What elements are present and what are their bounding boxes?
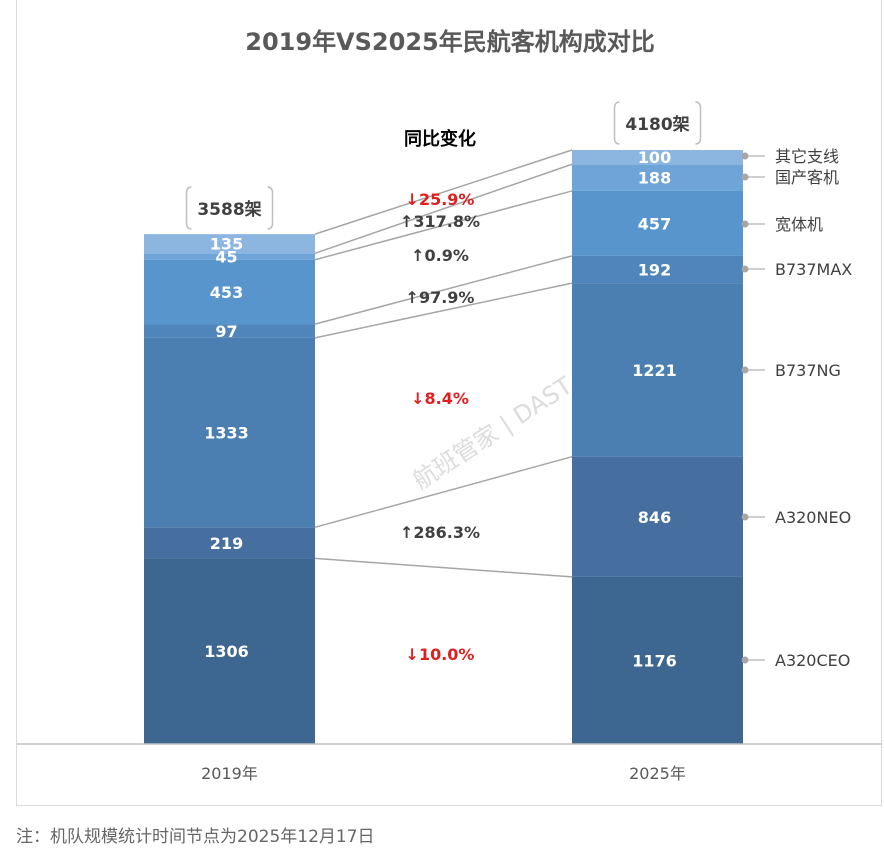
legend-label: B737MAX: [775, 260, 852, 279]
legend-marker: [741, 513, 749, 521]
data-label: 188: [638, 169, 671, 188]
data-label: 100: [638, 148, 671, 167]
change-label: ↑317.8%: [400, 212, 480, 231]
chart-frame: [16, 0, 882, 806]
connector-line: [314, 455, 573, 529]
data-label: 135: [210, 235, 243, 254]
legend-marker: [741, 265, 749, 273]
bar-segment: [572, 190, 743, 256]
bar-segment: [572, 255, 743, 284]
data-label: 846: [638, 508, 671, 527]
data-label: 453: [210, 283, 243, 302]
bar-segment: [572, 576, 743, 744]
data-label: 1176: [632, 651, 677, 670]
bar-segment: [572, 456, 743, 577]
connector-line: [314, 149, 573, 235]
change-label: ↓25.9%: [406, 190, 475, 209]
data-label: 1333: [204, 424, 249, 443]
total-label: 3588架: [197, 199, 261, 220]
footnote: 注：机队规模统计时间节点为2025年12月17日: [16, 827, 375, 847]
change-label: ↓10.0%: [406, 645, 475, 664]
connector-line: [314, 163, 573, 255]
change-label: ↑97.9%: [406, 288, 475, 307]
change-heading: 同比变化: [404, 128, 476, 150]
legend-label: A320NEO: [775, 508, 851, 527]
bar-segment: [144, 324, 315, 338]
data-label: 45: [215, 248, 237, 267]
bar-segment: [572, 283, 743, 457]
data-label: 1306: [204, 642, 249, 661]
bar-segment: [144, 253, 315, 260]
legend-label: A320CEO: [775, 651, 850, 670]
legend-marker: [741, 366, 749, 374]
bar-segment: [572, 164, 743, 191]
x-tick-label: 2025年: [629, 764, 686, 783]
data-label: 97: [215, 322, 237, 341]
connector-line: [314, 282, 573, 339]
bar-segment: [144, 337, 315, 528]
legend-label: 其它支线: [775, 147, 839, 166]
data-label: 1221: [632, 361, 677, 380]
connector-line: [314, 255, 573, 325]
total-label: 4180架: [625, 114, 689, 135]
bar-segment: [144, 558, 315, 744]
connector-line: [314, 190, 573, 261]
change-label: ↑286.3%: [400, 523, 480, 542]
connector-line: [314, 557, 573, 578]
legend-marker: [741, 656, 749, 664]
total-bracket: [185, 186, 192, 230]
legend-marker: [741, 220, 749, 228]
change-label: ↓8.4%: [411, 389, 469, 408]
data-label: 457: [638, 214, 671, 233]
legend-label: B737NG: [775, 361, 841, 380]
x-tick-label: 2019年: [201, 764, 258, 783]
total-bracket: [267, 186, 274, 230]
total-bracket: [613, 101, 620, 145]
legend-marker: [741, 152, 749, 160]
chart-title: 2019年VS2025年民航客机构成对比: [245, 28, 654, 56]
change-label: ↑0.9%: [411, 246, 469, 265]
data-label: 219: [210, 534, 243, 553]
legend-label: 国产客机: [775, 168, 839, 187]
data-label: 192: [638, 261, 671, 280]
bar-segment: [572, 150, 743, 165]
bar-segment: [144, 259, 315, 325]
bar-segment: [144, 527, 315, 559]
bar-segment: [144, 234, 315, 254]
total-bracket: [695, 101, 702, 145]
legend-marker: [741, 173, 749, 181]
legend-label: 宽体机: [775, 215, 823, 234]
